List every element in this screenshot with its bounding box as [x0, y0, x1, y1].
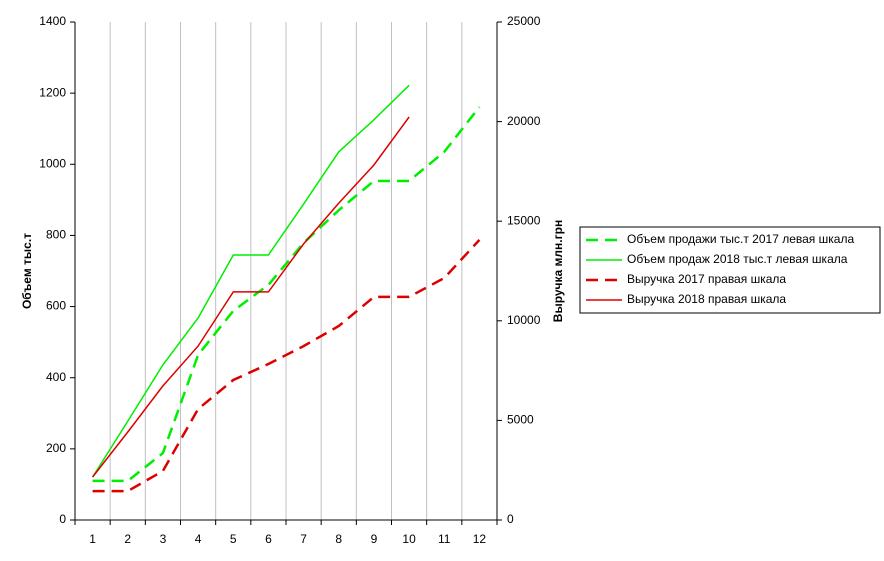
y-tick-label: 800	[46, 228, 66, 242]
x-tick-label: 5	[230, 532, 237, 546]
y2-tick-label: 15000	[507, 213, 541, 227]
y2-tick-label: 20000	[507, 114, 541, 128]
x-tick-label: 8	[335, 532, 342, 546]
y-tick-label: 0	[59, 512, 66, 526]
x-tick-label: 7	[300, 532, 307, 546]
y-tick-label: 400	[46, 370, 66, 384]
y-tick-label: 1000	[39, 156, 66, 170]
y-tick-label: 1200	[39, 85, 66, 99]
y-tick-label: 200	[46, 441, 66, 455]
y2-axis-title: Выручка млн.грн	[551, 220, 565, 322]
legend-label: Объем продаж 2018 тыс.т левая шкала	[627, 252, 848, 266]
legend-label: Объем продажи тыс.т 2017 левая шкала	[627, 232, 854, 246]
x-tick-label: 9	[371, 532, 378, 546]
x-tick-label: 10	[402, 532, 416, 546]
y2-tick-label: 10000	[507, 313, 541, 327]
x-tick-label: 4	[195, 532, 202, 546]
x-tick-label: 11	[438, 532, 451, 546]
y2-tick-label: 25000	[507, 14, 541, 28]
y2-tick-label: 5000	[507, 413, 534, 427]
legend-label: Выручка 2017 правая шкала	[627, 272, 786, 286]
series-line	[92, 106, 481, 483]
y-tick-label: 1400	[39, 14, 66, 28]
x-tick-label: 2	[124, 532, 131, 546]
series-line	[92, 116, 410, 478]
x-tick-label: 6	[265, 532, 272, 546]
x-tick-label: 12	[473, 532, 487, 546]
series-line	[91, 84, 410, 478]
x-tick-label: 1	[89, 532, 96, 546]
legend-label: Выручка 2018 правая шкала	[627, 292, 786, 306]
series-line	[92, 239, 481, 493]
y-tick-label: 600	[46, 299, 66, 313]
legend-box	[579, 226, 881, 314]
y-axis-title: Объем тыс.т	[20, 233, 34, 309]
y2-tick-label: 0	[507, 512, 514, 526]
x-tick-label: 3	[160, 532, 167, 546]
